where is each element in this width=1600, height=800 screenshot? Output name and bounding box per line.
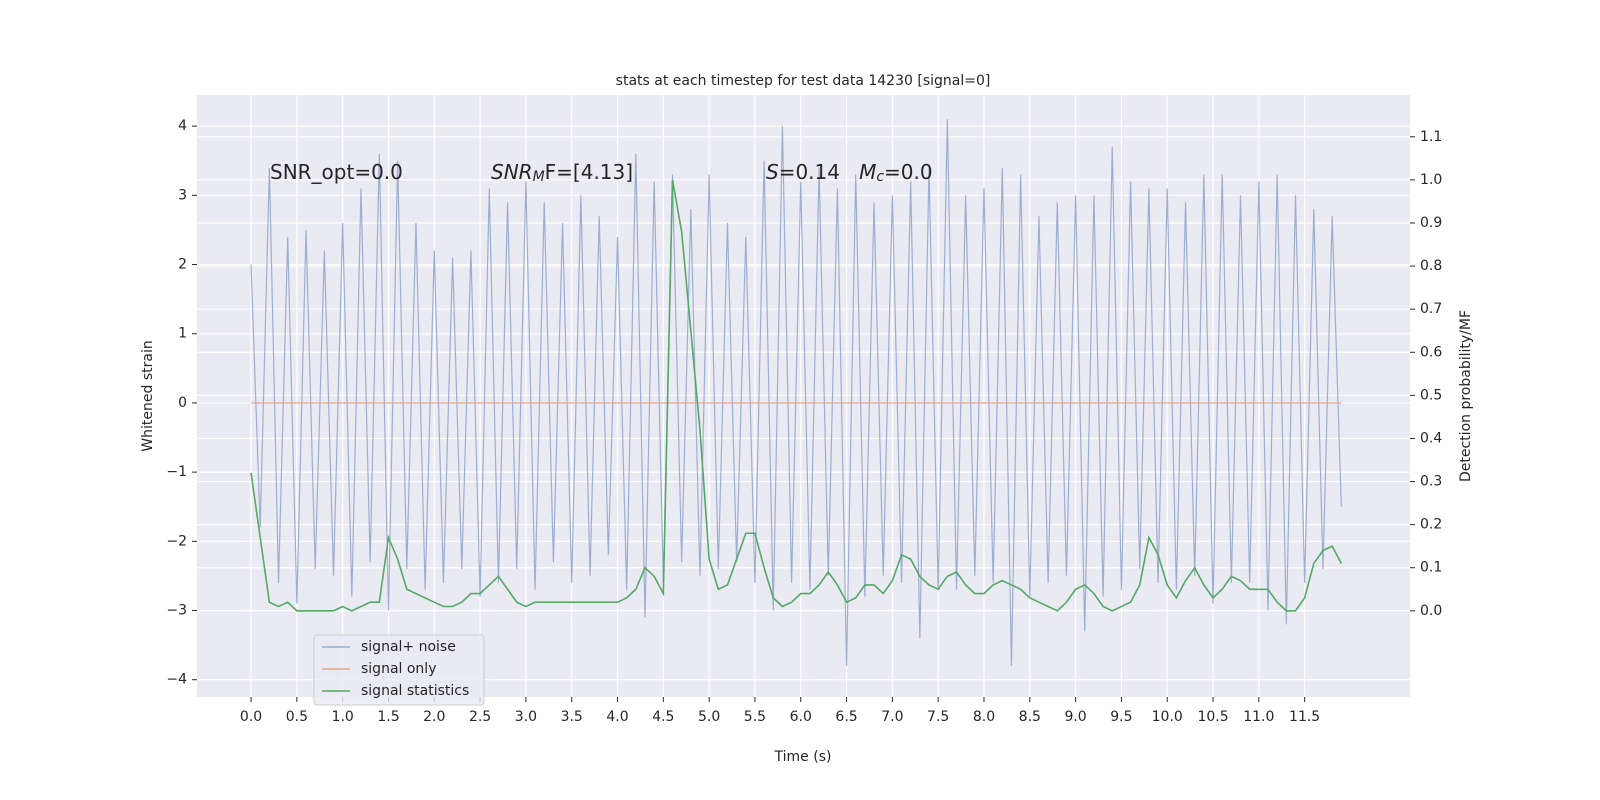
y2-axis-label: Detection probability/MF: [1458, 310, 1474, 482]
y-tick-label: 3: [178, 187, 187, 203]
y-tick-label: −1: [166, 464, 187, 480]
x-tick-label: 0.5: [286, 709, 308, 725]
x-tick-label: 4.0: [606, 709, 628, 725]
annotation-part: M: [533, 169, 545, 185]
x-tick-label: 6.5: [835, 709, 857, 725]
x-tick-label: 5.5: [744, 709, 766, 725]
y2-tick-label: 0.1: [1420, 560, 1442, 576]
y2-tick-label: 0.4: [1420, 430, 1442, 446]
x-tick-label: 4.5: [652, 709, 674, 725]
x-tick-label: 11.5: [1289, 709, 1320, 725]
x-tick-label: 2.5: [469, 709, 491, 725]
y-axis-label: Whitened strain: [140, 340, 156, 451]
legend: [313, 634, 485, 706]
y-tick-label: 1: [178, 326, 187, 342]
x-tick-label: 8.5: [1019, 709, 1041, 725]
annotation: SNR_opt=0.0: [270, 160, 403, 184]
annotation-part: S: [766, 160, 779, 184]
series-line: [250, 119, 1342, 666]
y2-tick-label: 0.0: [1420, 603, 1442, 619]
x-tick-label: 1.0: [332, 709, 354, 725]
x-tick-label: 9.5: [1110, 709, 1132, 725]
chart-title: stats at each timestep for test data 142…: [616, 73, 991, 89]
annotation-part: F=[4.13]: [545, 160, 633, 184]
x-tick-label: 3.5: [561, 709, 583, 725]
x-tick-label: 8.0: [973, 709, 995, 725]
x-tick-label: 6.0: [790, 709, 812, 725]
y2-tick-label: 0.3: [1420, 474, 1442, 490]
y-tick-label: −3: [166, 603, 187, 619]
series-line: [250, 179, 1342, 612]
x-tick-label: 0.0: [240, 709, 262, 725]
x-tick-label: 7.5: [927, 709, 949, 725]
y2-tick-label: 1.0: [1420, 172, 1442, 188]
y2-tick-label: 0.9: [1420, 215, 1442, 231]
annotation: S=0.14 Mc=0.0: [766, 160, 933, 185]
legend-label: signal only: [361, 661, 436, 677]
legend-label: signal+ noise: [361, 639, 456, 655]
x-tick-label: 9.0: [1064, 709, 1086, 725]
x-tick-label: 2.0: [423, 709, 445, 725]
x-tick-label: 10.0: [1152, 709, 1183, 725]
annotation-part: c: [876, 169, 884, 185]
x-axis-label: Time (s): [774, 749, 832, 765]
annotation-part: SNR_opt=0.0: [270, 160, 403, 184]
legend-label: signal statistics: [361, 683, 469, 699]
y-tick-label: 0: [178, 395, 187, 411]
y2-tick-label: 0.5: [1420, 387, 1442, 403]
y2-tick-label: 1.1: [1420, 129, 1442, 145]
annotation-part: M: [859, 160, 876, 184]
y2-tick-label: 0.7: [1420, 301, 1442, 317]
x-tick-label: 3.0: [515, 709, 537, 725]
x-tick-label: 5.0: [698, 709, 720, 725]
annotation-part: =0.14: [779, 160, 859, 184]
y-tick-label: −2: [166, 533, 187, 549]
x-tick-label: 10.5: [1197, 709, 1228, 725]
y2-tick-label: 0.8: [1420, 258, 1442, 274]
y-tick-label: 4: [178, 118, 187, 134]
y-tick-label: 2: [178, 257, 187, 273]
x-tick-label: 11.0: [1243, 709, 1274, 725]
annotation-part: SNR: [491, 160, 533, 184]
y2-tick-label: 0.2: [1420, 517, 1442, 533]
annotation: SNRMF=[4.13]: [491, 160, 633, 185]
x-tick-label: 1.5: [377, 709, 399, 725]
y-tick-label: −4: [166, 672, 187, 688]
x-tick-label: 7.0: [881, 709, 903, 725]
annotation-part: =0.0: [884, 160, 933, 184]
y2-tick-label: 0.6: [1420, 344, 1442, 360]
